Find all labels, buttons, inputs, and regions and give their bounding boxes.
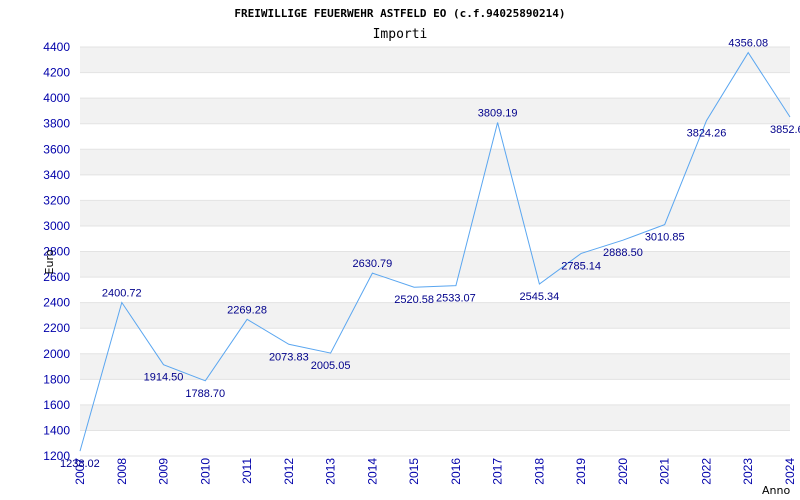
data-label: 1914.50 bbox=[144, 372, 184, 384]
grid-lines bbox=[80, 46, 790, 457]
x-tick-label: 2022 bbox=[699, 458, 713, 485]
x-tick-label: 2008 bbox=[115, 458, 129, 485]
x-tick-label: 2015 bbox=[407, 458, 421, 485]
x-tick-label: 2011 bbox=[240, 458, 254, 484]
grid-bands bbox=[80, 47, 790, 431]
data-label: 2545.34 bbox=[520, 291, 560, 303]
y-tick-label: 2000 bbox=[43, 347, 70, 361]
y-tick-labels: 1200 1400 1600 1800 2000 2200 2400 2600 2800 3000… bbox=[43, 40, 70, 463]
y-tick-label: 3600 bbox=[43, 142, 70, 156]
data-label: 2630.79 bbox=[352, 258, 392, 270]
y-axis-label: Euro bbox=[43, 249, 56, 274]
data-label: 2073.83 bbox=[269, 351, 309, 363]
y-tick-label: 1400 bbox=[43, 423, 70, 437]
x-tick-label: 2007 bbox=[73, 458, 87, 485]
grid-band bbox=[80, 98, 790, 124]
y-tick-label: 4200 bbox=[43, 66, 70, 80]
grid-band bbox=[80, 200, 790, 226]
y-tick-label: 2800 bbox=[43, 245, 70, 259]
data-label: 2533.07 bbox=[436, 293, 476, 305]
grid-band bbox=[80, 404, 790, 431]
x-tick-label: 2012 bbox=[282, 458, 296, 485]
y-tick-label: 2400 bbox=[43, 296, 70, 310]
y-tick-label: 4400 bbox=[43, 40, 70, 54]
data-label: 3809.19 bbox=[478, 108, 518, 120]
y-tick-label: 1800 bbox=[43, 372, 70, 386]
x-tick-label: 2010 bbox=[198, 458, 212, 485]
chart-title: FREIWILLIGE FEUERWEHR ASTFELD EO (c.f.94… bbox=[234, 7, 565, 20]
grid-band bbox=[80, 353, 790, 380]
grid-band bbox=[80, 47, 790, 73]
x-tick-label: 2021 bbox=[658, 458, 672, 485]
series-line bbox=[79, 51, 791, 452]
y-tick-label: 1600 bbox=[43, 398, 70, 412]
x-axis-label: Anno bbox=[762, 484, 790, 497]
data-label: 1788.70 bbox=[185, 388, 225, 400]
data-label: 3010.85 bbox=[645, 232, 685, 244]
x-tick-labels: 2007 2008 2009 2010 2011 2012 2013 2014 2015 2016… bbox=[73, 458, 797, 485]
data-label: 4356.08 bbox=[728, 38, 768, 50]
x-tick-label: 2013 bbox=[324, 458, 338, 485]
y-tick-label: 3400 bbox=[43, 168, 70, 182]
x-tick-label: 2018 bbox=[532, 458, 546, 485]
grid-band bbox=[80, 149, 790, 175]
data-label: 1238.02 bbox=[60, 458, 100, 470]
x-tick-label: 2024 bbox=[783, 458, 797, 485]
y-tick-label: 4000 bbox=[43, 91, 70, 105]
data-label: 2520.58 bbox=[394, 294, 434, 306]
data-label: 3852.6 bbox=[770, 124, 800, 136]
x-tick-label: 2017 bbox=[491, 458, 505, 485]
y-tick-label: 3200 bbox=[43, 193, 70, 207]
y-tick-label: 1200 bbox=[43, 449, 70, 463]
data-label: 2005.05 bbox=[311, 360, 351, 372]
data-label: 2785.14 bbox=[561, 260, 601, 272]
x-tick-label: 2016 bbox=[449, 458, 463, 485]
series-line-group bbox=[79, 51, 791, 452]
grid-band bbox=[80, 302, 790, 329]
y-tick-label: 2200 bbox=[43, 321, 70, 335]
data-label: 2269.28 bbox=[227, 304, 267, 316]
y-tick-label: 3000 bbox=[43, 219, 70, 233]
chart-subtitle: Importi bbox=[373, 27, 428, 42]
grid-band bbox=[80, 251, 790, 278]
y-tick-label: 2600 bbox=[43, 270, 70, 284]
data-label: 2888.50 bbox=[603, 247, 643, 259]
data-label: 3824.26 bbox=[687, 128, 727, 140]
x-tick-label: 2019 bbox=[574, 458, 588, 485]
x-tick-label: 2014 bbox=[365, 458, 379, 485]
x-tick-label: 2009 bbox=[157, 458, 171, 485]
y-tick-label: 3800 bbox=[43, 117, 70, 131]
data-label: 2400.72 bbox=[102, 288, 142, 300]
x-tick-label: 2020 bbox=[616, 458, 630, 485]
x-tick-label: 2023 bbox=[741, 458, 755, 485]
